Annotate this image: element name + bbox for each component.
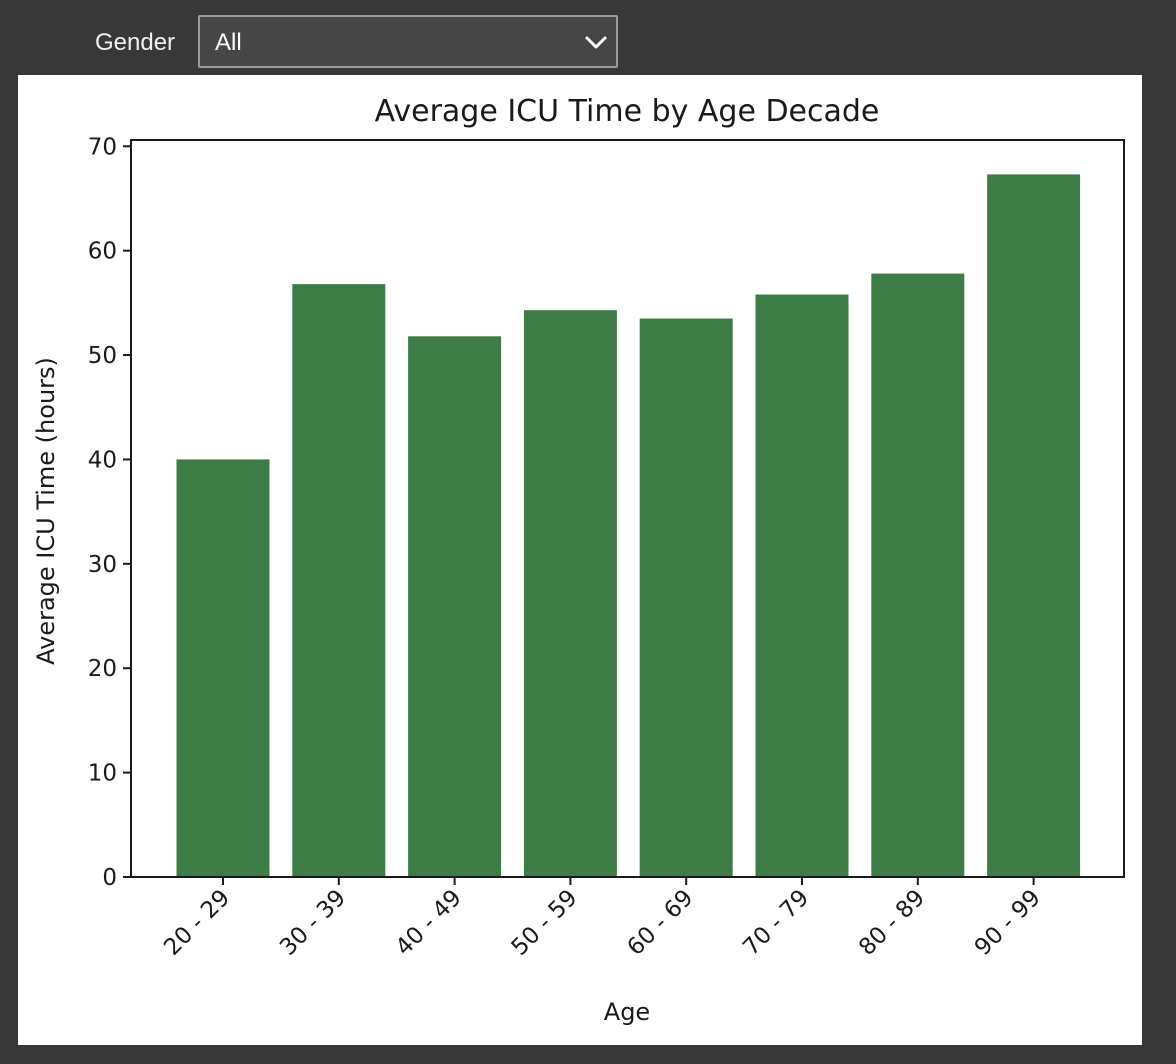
x-tick-label: 70 - 79 bbox=[738, 885, 814, 961]
bar-80-89 bbox=[871, 273, 965, 878]
bar-50-59 bbox=[523, 310, 617, 877]
y-tick-label: 20 bbox=[88, 656, 117, 682]
gender-label: Gender bbox=[95, 29, 176, 56]
x-tick-label: 20 - 29 bbox=[159, 885, 235, 961]
bar-90-99 bbox=[987, 174, 1081, 877]
bar-60-69 bbox=[639, 318, 733, 877]
x-tick-label: 60 - 69 bbox=[622, 885, 698, 961]
x-tick-label: 90 - 99 bbox=[970, 885, 1046, 961]
y-tick-label: 0 bbox=[102, 865, 117, 891]
bars-layer bbox=[176, 174, 1081, 878]
bar-40-49 bbox=[408, 336, 502, 877]
bar-chart: Average ICU Time by Age Decade 0 10 20 30 40… bbox=[32, 94, 1125, 1026]
gender-dropdown-value: All bbox=[215, 29, 242, 56]
x-axis-title: Age bbox=[604, 998, 650, 1026]
x-axis: 20 - 29 30 - 39 40 - 49 50 - 59 60 - 69 70 - … bbox=[159, 877, 1046, 961]
plot-frame bbox=[130, 139, 1125, 878]
y-tick-label: 50 bbox=[88, 343, 117, 369]
bar-30-39 bbox=[292, 284, 386, 878]
y-axis-title: Average ICU Time (hours) bbox=[32, 357, 60, 665]
y-tick-label: 40 bbox=[88, 447, 117, 473]
chart-panel: Average ICU Time by Age Decade 0 10 20 30 40… bbox=[18, 75, 1142, 1045]
y-tick-label: 70 bbox=[88, 134, 117, 160]
bar-70-79 bbox=[755, 294, 849, 877]
x-tick-label: 50 - 59 bbox=[507, 885, 583, 961]
chevron-down-icon bbox=[585, 36, 607, 49]
x-tick-label: 80 - 89 bbox=[854, 885, 930, 961]
x-tick-label: 30 - 39 bbox=[275, 885, 351, 961]
y-axis: 0 10 20 30 40 50 60 70 bbox=[88, 134, 131, 891]
x-tick-label: 40 - 49 bbox=[391, 885, 467, 961]
y-tick-label: 10 bbox=[88, 761, 117, 787]
y-tick-label: 30 bbox=[88, 552, 117, 578]
y-tick-label: 60 bbox=[88, 239, 117, 265]
bar-20-29 bbox=[176, 459, 270, 877]
chart-title: Average ICU Time by Age Decade bbox=[375, 94, 880, 129]
gender-dropdown[interactable]: All bbox=[198, 15, 618, 68]
